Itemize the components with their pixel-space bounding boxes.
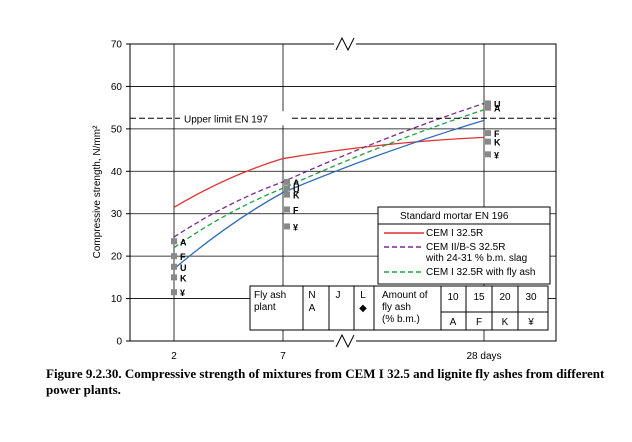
plant-marker (485, 130, 491, 137)
plant-marker-label: K (494, 138, 501, 148)
series-line-2 (173, 102, 485, 238)
key-plant-label-2: plant (254, 302, 276, 313)
axis-break-top (335, 36, 355, 52)
plant-marker-label: U (180, 263, 187, 273)
y-tick-label: 20 (111, 252, 123, 263)
plant-marker (485, 104, 491, 111)
axis-break-bottom (335, 333, 355, 349)
key-amount-30: 30 (525, 292, 537, 303)
y-tick-label: 60 (111, 82, 123, 93)
plant-marker-label: A (494, 104, 501, 114)
plant-marker-label: U (494, 99, 501, 109)
key-plant-N: N (308, 290, 315, 301)
y-tick-label: 0 (116, 337, 122, 348)
legend-box (377, 206, 551, 285)
axis-layer: 0 10 20 30 40 50 60 70 2 7 28 days Compressive stre… (92, 36, 556, 362)
plant-marker (171, 253, 177, 260)
y-tick-label: 50 (111, 124, 123, 135)
plant-marker (171, 263, 177, 270)
plant-marker-label: ¥ (180, 288, 185, 298)
caption-number: Figure 9.2.30. (46, 366, 122, 381)
caption-text: Compressive strength of mixtures from CE… (46, 366, 605, 397)
x-tick-label: 28 days (466, 351, 501, 362)
plant-marker-label: K (293, 191, 300, 201)
y-tick-label: 70 (111, 40, 123, 51)
plant-marker (485, 138, 491, 145)
plant-marker-label: F (494, 129, 500, 139)
plant-marker-label: ¥ (293, 222, 298, 232)
figure-caption: Figure 9.2.30. Compressive strength of m… (46, 366, 616, 398)
plant-marker (284, 178, 290, 185)
legend-label-2-b: with 24-31 % b.m. slag (425, 253, 527, 264)
key-amount-code-3: K (502, 317, 509, 328)
key-amount-15: 15 (473, 292, 485, 303)
legend-label-2: CEM II/B-S 32.5R (426, 242, 505, 253)
key-table-box (249, 285, 549, 331)
y-tick-label: 10 (111, 294, 123, 305)
plant-marker (485, 151, 491, 158)
key-amount-label-3: (% b.m.) (382, 314, 420, 325)
y-tick-label: 30 (111, 209, 123, 220)
key-amount-label-2: fly ash (382, 302, 411, 313)
key-plant-code-1: A (309, 303, 316, 314)
legend-label-3: CEM I 32.5R with fly ash (426, 267, 535, 278)
key-plant-L: L (360, 290, 366, 301)
plant-marker (485, 100, 491, 107)
key-plant-J: J (336, 290, 341, 301)
plant-marker-label: A (180, 237, 187, 247)
plant-marker (284, 223, 290, 230)
key-amount-code-2: F (476, 317, 482, 328)
key-plant-label: Fly ash (254, 290, 286, 301)
plant-marker (171, 289, 177, 296)
x-tick-label: 7 (280, 351, 286, 362)
plant-marker-label: ¥ (494, 150, 499, 160)
series-line-3 (173, 109, 485, 249)
upper-limit-label: Upper limit EN 197 (184, 114, 268, 125)
key-amount-code-4: ¥ (527, 317, 534, 328)
plant-marker-label: K (180, 273, 187, 283)
legend-label-1: CEM I 32.5R (426, 228, 483, 239)
y-tick-label: 40 (111, 167, 123, 178)
upper-limit-label-bg (180, 111, 292, 126)
series-line-1 (173, 136, 485, 208)
plant-marker (284, 185, 290, 192)
x-tick-label: 2 (171, 351, 177, 362)
plant-marker (171, 274, 177, 281)
plant-marker-label: U (293, 184, 300, 194)
plant-marker (171, 238, 177, 245)
key-plant-code-3: ◆ (359, 303, 367, 314)
plant-marker-label: F (180, 252, 186, 262)
key-amount-10: 10 (447, 292, 459, 303)
plant-marker (284, 191, 290, 198)
key-amount-label-1: Amount of (382, 290, 428, 301)
y-axis-label: Compressive strength, N/mm² (92, 125, 103, 258)
plant-marker-label: F (293, 205, 299, 215)
legend-title: Standard mortar EN 196 (400, 211, 509, 222)
legend: Standard mortar EN 196 CEM I 32.5R CEM II/… (377, 206, 551, 285)
plant-marker (284, 206, 290, 213)
plant-marker-label: A (293, 178, 300, 188)
key-amount-code-1: A (450, 317, 457, 328)
key-amount-20: 20 (499, 292, 511, 303)
